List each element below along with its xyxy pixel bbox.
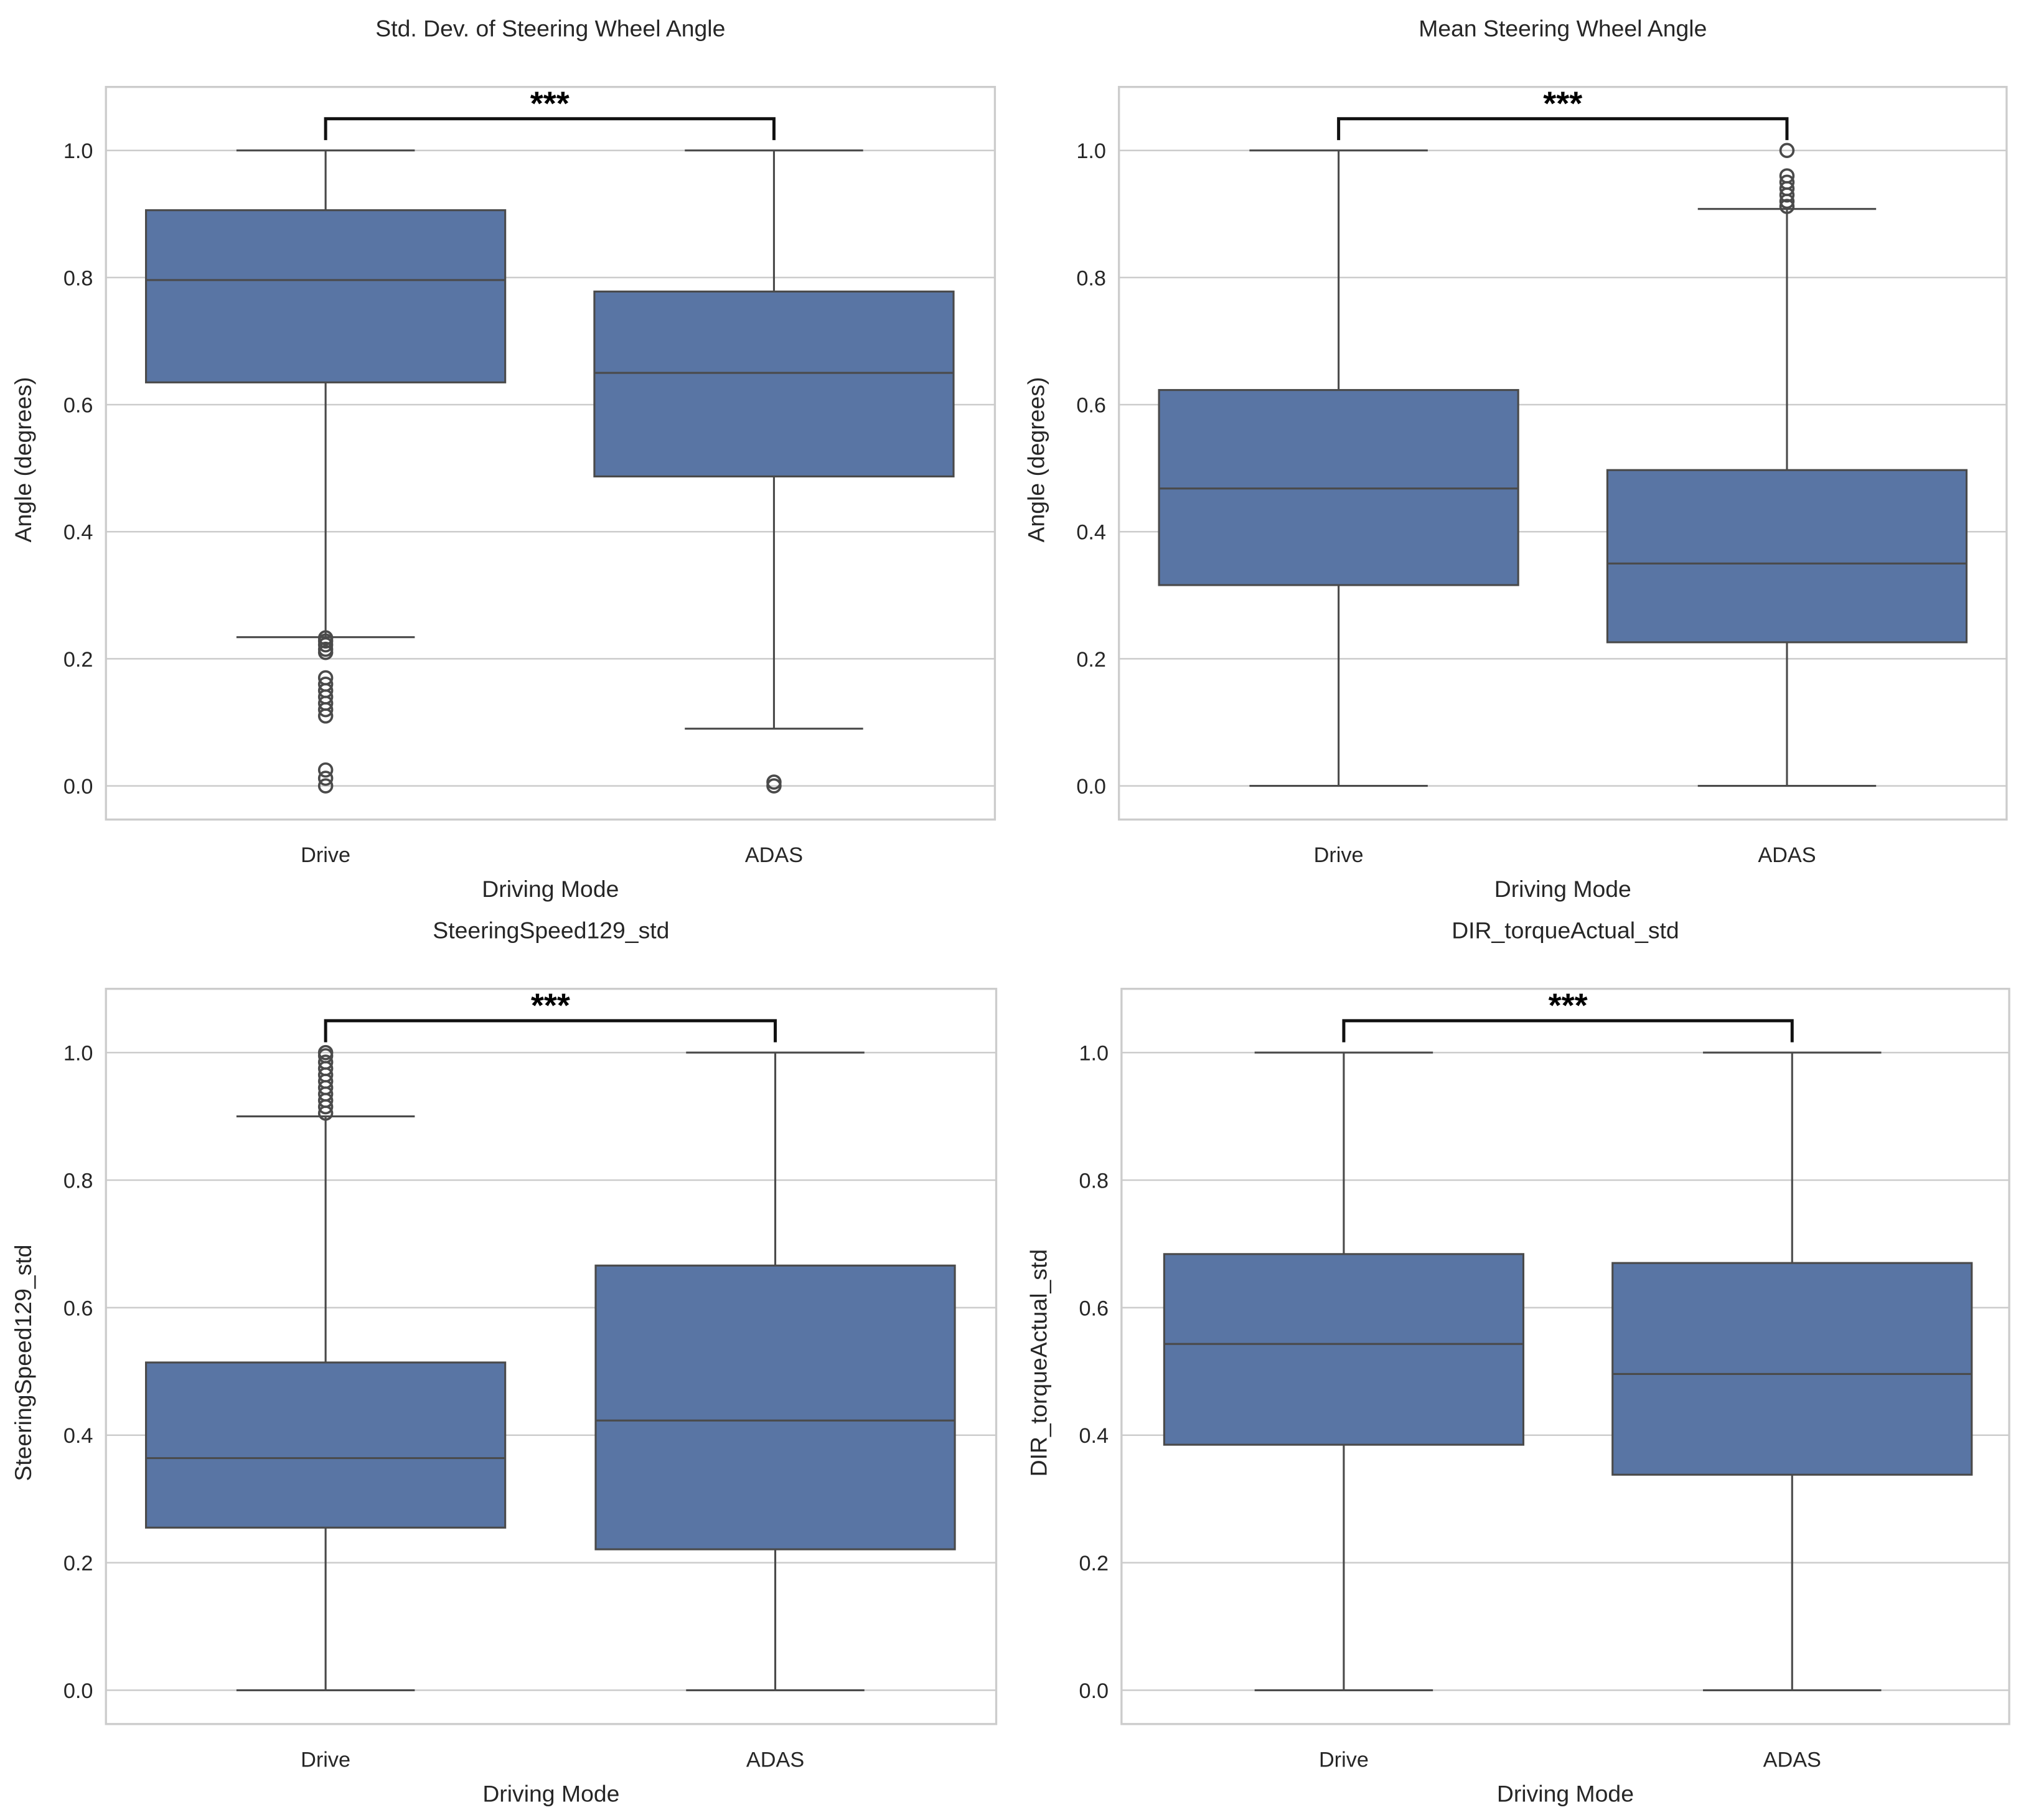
x-axis-label: Driving Mode [482,876,619,902]
x-tick-label: Drive [301,843,350,867]
outlier-point [317,644,334,660]
significance-bracket [1337,117,1789,141]
y-tick-label: 1.0 [1076,139,1106,163]
axes-frame [1120,987,2010,1725]
chart-title: Std. Dev. of Steering Wheel Angle [375,16,725,42]
y-tick-label: 0.2 [1076,648,1106,672]
outlier-point [317,1044,334,1061]
y-tick-label: 0.2 [63,648,93,672]
y-tick-label: 0.4 [63,1424,93,1448]
iqr-box [1611,1262,1973,1476]
y-tick-label: 1.0 [1079,1042,1109,1066]
x-tick-label: Drive [1319,1748,1369,1771]
chart-panel-1: 0.0 0.2 0.4 0.6 0.8 1.0 Drive ADAS *** Mean Steer… [1023,16,2008,902]
chart-title: Mean Steering Wheel Angle [1419,16,1707,42]
significance-bracket [1342,1019,1794,1043]
y-tick-label: 0.0 [63,775,93,799]
y-tick-label: 0.6 [1079,1297,1109,1320]
outlier-point [1779,168,1795,184]
x-axis-label: Driving Mode [1497,1780,1634,1806]
chart-panel-3: 0.0 0.2 0.4 0.6 0.8 1.0 Drive ADAS *** DIR_torque… [1025,917,2010,1806]
box-adas [1611,1051,1973,1692]
y-axis-label: DIR_torqueActual_std [1025,1249,1051,1477]
outlier-point [317,708,334,724]
significance-stars: *** [1543,85,1582,122]
y-axis-label: SteeringSpeed129_std [10,1245,36,1481]
iqr-box [145,209,507,383]
outlier-point [317,771,334,786]
chart-panel-2: 0.0 0.2 0.4 0.6 0.8 1.0 Drive ADAS *** SteeringSp… [10,917,998,1806]
outlier-point [1779,199,1795,214]
x-tick-label: ADAS [1758,843,1816,867]
y-tick-label: 1.0 [63,139,93,163]
y-tick-label: 0.6 [63,1297,93,1320]
x-axis-label: Driving Mode [482,1780,619,1806]
box-adas [594,1051,956,1692]
box-drive [1158,149,1519,787]
chart-title: SteeringSpeed129_std [433,917,669,944]
chart-panel-0: 0.0 0.2 0.4 0.6 0.8 1.0 Drive ADAS *** Std. Dev. … [10,16,997,902]
outlier-point [317,778,334,794]
axes-frame [105,85,997,821]
box-adas [1606,143,1968,787]
outlier-point [1779,174,1795,190]
box-drive [145,149,507,794]
y-tick-label: 0.8 [63,1169,93,1193]
y-tick-label: 0.8 [63,266,93,290]
x-tick-label: ADAS [746,1748,804,1771]
iqr-box [1163,1253,1525,1446]
outlier-point [766,778,782,794]
iqr-box [1606,469,1968,644]
outlier-point [317,762,334,778]
outlier-point [1779,143,1795,158]
y-tick-label: 0.8 [1079,1169,1109,1193]
significance-bracket [324,117,776,141]
y-tick-label: 0.4 [63,521,93,545]
x-tick-label: Drive [1314,843,1364,867]
significance-stars: *** [531,987,570,1025]
y-tick-label: 0.8 [1076,266,1106,290]
y-tick-label: 0.0 [63,1679,93,1703]
y-tick-label: 0.4 [1076,521,1106,545]
y-axis-label: Angle (degrees) [1023,377,1049,543]
box-drive [1163,1051,1525,1692]
outlier-point [317,1054,334,1070]
outlier-point [317,701,334,718]
y-tick-label: 0.6 [1076,394,1106,418]
box-drive [145,1044,507,1692]
y-tick-label: 0.2 [63,1552,93,1575]
y-tick-label: 0.4 [1079,1424,1109,1448]
x-axis-label: Driving Mode [1494,876,1631,902]
y-tick-label: 0.2 [1079,1552,1109,1575]
y-tick-label: 0.6 [63,394,93,418]
y-tick-label: 0.0 [1079,1679,1109,1703]
box-adas [593,149,955,794]
iqr-box [594,1264,956,1550]
significance-bracket [324,1019,777,1043]
axes-frame [1118,85,2008,821]
y-axis-label: Angle (degrees) [10,377,36,543]
chart-title: DIR_torqueActual_std [1451,917,1679,944]
outlier-point [317,637,334,653]
x-tick-label: ADAS [745,843,803,867]
iqr-box [593,290,955,477]
y-tick-label: 1.0 [63,1042,93,1066]
significance-stars: *** [1549,987,1588,1025]
significance-stars: *** [530,85,570,122]
x-tick-label: Drive [301,1748,350,1771]
y-tick-label: 0.0 [1076,775,1106,799]
x-tick-label: ADAS [1763,1748,1821,1771]
iqr-box [145,1361,507,1529]
axes-frame [105,987,998,1725]
